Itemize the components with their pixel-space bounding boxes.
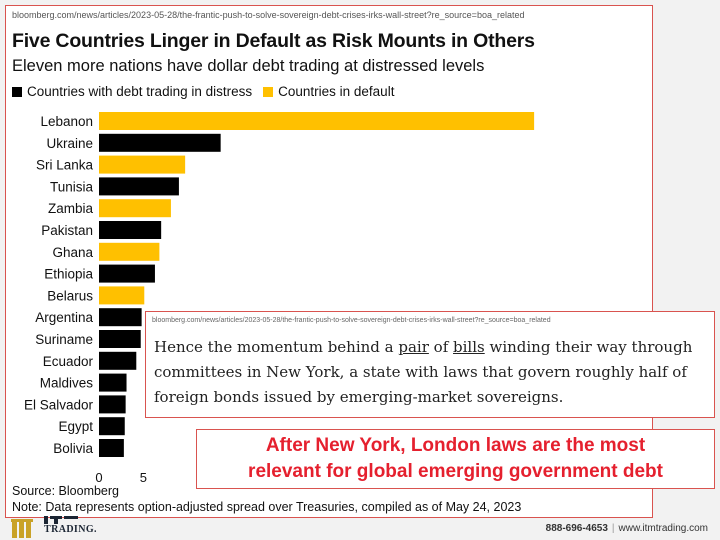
logo-text: TRADING. <box>44 524 97 535</box>
bar-ecuador <box>99 351 137 370</box>
bar-el-salvador <box>99 395 126 414</box>
category-label-lebanon: Lebanon <box>40 114 93 129</box>
category-label-bolivia: Bolivia <box>53 441 93 456</box>
legend-item-distress: Countries with debt trading in distress <box>12 84 252 99</box>
category-label-sri-lanka: Sri Lanka <box>36 158 94 173</box>
website-link[interactable]: www.itmtrading.com <box>618 523 708 534</box>
category-label-argentina: Argentina <box>35 310 93 325</box>
bar-maldives <box>99 373 127 392</box>
quote-link-pair[interactable]: pair <box>398 338 429 356</box>
category-label-maldives: Maldives <box>40 376 94 391</box>
legend-swatch-default <box>263 86 274 97</box>
quote-link-bills[interactable]: bills <box>453 338 485 356</box>
source-url: bloomberg.com/news/articles/2023-05-28/t… <box>12 10 525 20</box>
footer-bar <box>0 519 720 540</box>
bar-tunisia <box>99 177 179 196</box>
quote-text: Hence the momentum behind a pair of bill… <box>154 335 710 410</box>
callout-line-1: After New York, London laws are the most <box>265 435 646 456</box>
callout-line-2: relevant for global emerging government … <box>248 461 663 482</box>
legend-label-default: Countries in default <box>278 84 395 99</box>
chart-legend: Countries with debt trading in distress … <box>12 84 405 99</box>
bar-argentina <box>99 308 142 327</box>
quote-part: of <box>428 338 454 356</box>
category-label-ecuador: Ecuador <box>43 354 94 369</box>
bar-ethiopia <box>99 264 155 283</box>
chart-note: Note: Data represents option-adjusted sp… <box>12 500 522 514</box>
category-label-belarus: Belarus <box>47 288 93 303</box>
legend-label-distress: Countries with debt trading in distress <box>27 84 253 99</box>
callout-box: After New York, London laws are the most… <box>196 429 715 489</box>
quote-url: bloomberg.com/news/articles/2023-05-28/t… <box>152 317 551 324</box>
chart-title: Five Countries Linger in Default as Risk… <box>12 30 535 52</box>
phone-number[interactable]: 888-696-4653 <box>545 523 608 534</box>
bar-ukraine <box>99 133 221 152</box>
quote-part: Hence the momentum behind a <box>154 338 399 356</box>
bar-belarus <box>99 286 145 305</box>
bar-lebanon <box>99 112 535 130</box>
category-label-ethiopia: Ethiopia <box>44 267 93 282</box>
quote-screenshot: bloomberg.com/news/articles/2023-05-28/t… <box>145 311 715 418</box>
legend-item-default: Countries in default <box>263 84 394 99</box>
bar-suriname <box>99 330 141 348</box>
bar-egypt <box>99 417 125 436</box>
category-label-ghana: Ghana <box>52 245 93 260</box>
bar-ghana <box>99 242 160 261</box>
category-label-tunisia: Tunisia <box>50 179 94 194</box>
legend-swatch-distress <box>12 86 22 97</box>
category-label-zambia: Zambia <box>48 201 94 216</box>
category-label-pakistan: Pakistan <box>41 223 93 238</box>
bar-sri-lanka <box>99 155 186 174</box>
x-tick-label: 0 <box>95 470 102 485</box>
bar-chart: Lebanon Ukraine Sri Lanka Tunisia Zambia Paki… <box>24 112 535 485</box>
contact-separator: | <box>611 523 615 534</box>
x-tick-label: 5 <box>140 470 147 485</box>
bar-pakistan <box>99 221 162 239</box>
category-label-egypt: Egypt <box>58 419 93 434</box>
category-label-el-salvador: El Salvador <box>24 397 94 412</box>
itm-logo <box>11 516 78 538</box>
bar-bolivia <box>99 439 124 457</box>
bar-zambia <box>99 199 171 218</box>
contact-info: 888-696-4653 | www.itmtrading.com <box>546 523 708 534</box>
category-label-suriname: Suriname <box>35 332 93 347</box>
category-label-ukraine: Ukraine <box>46 136 93 151</box>
chart-subtitle: Eleven more nations have dollar debt tra… <box>12 57 485 75</box>
quote-part: winding their way through committees in … <box>154 338 693 406</box>
chart-source: Source: Bloomberg <box>12 484 120 498</box>
